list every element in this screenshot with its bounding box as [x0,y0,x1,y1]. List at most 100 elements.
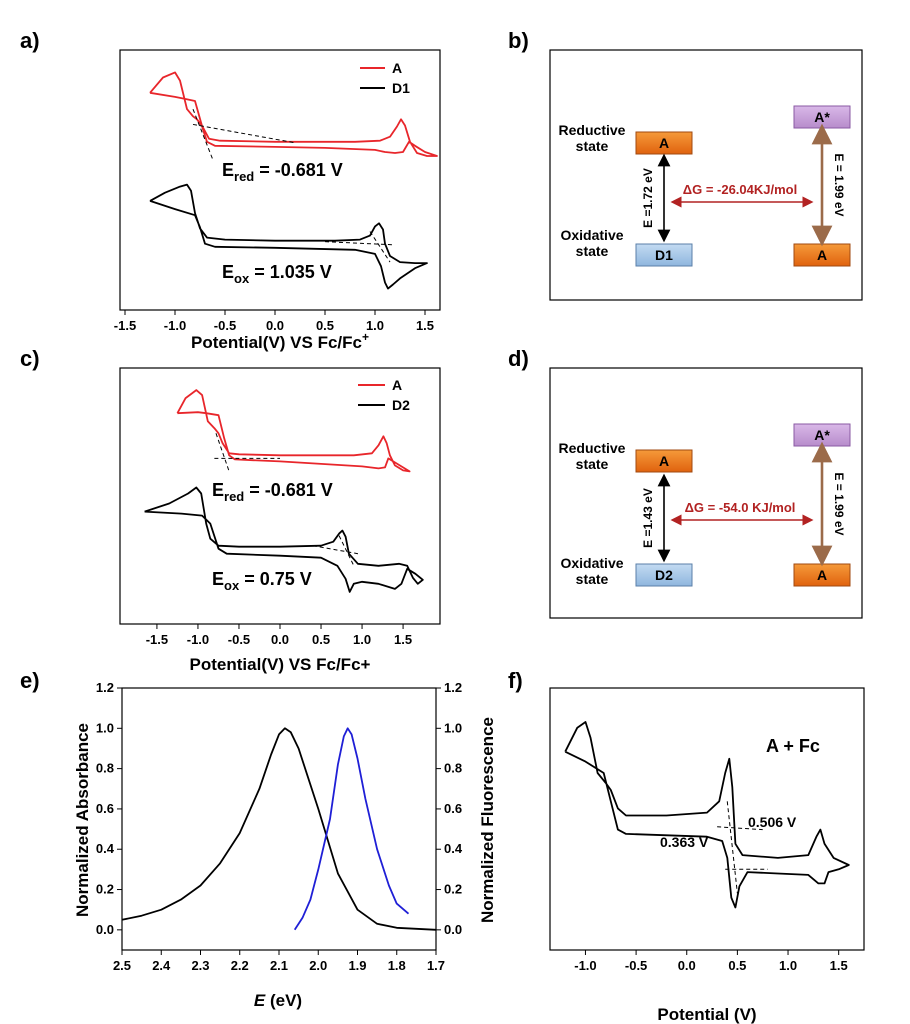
oxidative-label-line2: state [576,571,609,587]
y-tick-label-left: 0.6 [96,801,114,816]
x-tick-label: -1.5 [114,318,136,333]
x-axis-label: Potential (V) [657,1005,756,1024]
x-tick-label: 0.5 [316,318,334,333]
x-tick-label: -0.5 [228,632,250,647]
x-tick-label: 1.0 [353,632,371,647]
y-tick-label-left: 1.0 [96,720,114,735]
x-tick-label: 1.5 [830,958,848,973]
box-top-left-label: A [659,453,669,469]
x-tick-label: -1.0 [187,632,209,647]
left-energy-label: E =1.72 eV [641,168,655,228]
legend-label-d1: D1 [392,80,410,96]
x-tick-label: 1.8 [388,958,406,973]
chart-panel-c: -1.5 -1.0 -0.5 0.0 0.5 1.0 1.5 A D2 Ered = -0.… [119,367,441,674]
oxidative-label-line1: Oxidative [560,227,623,243]
box-top-left-label: A [659,135,669,151]
x-axis-label: Potential(V) VS Fc/Fc+ [191,330,369,352]
dashed-tangent [192,123,296,144]
y-tick-label-right: 0.6 [444,801,462,816]
x-tick-label: 0.5 [728,958,746,973]
box-bottom-left-label: D1 [655,247,673,263]
box-bottom-left [635,243,693,267]
x-tick-label: 2.5 [113,958,131,973]
dashed-tangent [192,108,214,161]
box-bottom-left [635,563,693,587]
x-tick-label: 2.2 [231,958,249,973]
right-energy-label: E = 1.99 eV [832,153,846,216]
y-tick-label-left: 0.2 [96,882,114,897]
x-tick-label: 1.7 [427,958,445,973]
x-axis-label: E (eV) [254,991,302,1010]
x-tick-label: 1.9 [348,958,366,973]
x-tick-label: 1.0 [779,958,797,973]
y-tick-label-left: 0.8 [96,761,114,776]
dashed-tangent [324,241,394,246]
oxidative-label-line1: Oxidative [560,555,623,571]
plot-frame [121,687,437,951]
y-tick-label-right: 1.0 [444,720,462,735]
panel-label-b: b) [508,28,529,53]
panel-label-e: e) [20,668,40,693]
chart-panel-a: -1.5 -1.0 -0.5 0.0 0.5 1.0 1.5 A D1 Ered = -0.… [114,49,441,352]
series-line-d2 [144,486,424,593]
x-tick-label: 0.5 [312,632,330,647]
legend-label-a: A [392,377,402,393]
reductive-label-line1: Reductive [559,440,626,456]
x-tick-label: 1.5 [416,318,434,333]
y-tick-label-right: 0.0 [444,922,462,937]
x-tick-label: 0.0 [678,958,696,973]
x-tick-label: -1.0 [574,958,596,973]
panel-label-f: f) [508,668,523,693]
legend-label-d2: D2 [392,397,410,413]
oxidative-label-line2: state [576,243,609,259]
x-tick-label: 2.1 [270,958,288,973]
y-tick-label-right: 0.8 [444,761,462,776]
box-bottom-right-label: A [817,567,827,583]
y-tick-label-right: 0.4 [444,841,463,856]
x-tick-label: 1.0 [366,318,384,333]
y-axis-label-left: Normalized Absorbance [73,723,92,917]
delta-g-label: ΔG = -54.0 KJ/mol [685,500,796,515]
box-top-right-label: A* [814,427,830,443]
x-tick-label: -0.5 [625,958,647,973]
annotation-title: A + Fc [766,736,820,756]
series-line-a [176,389,411,473]
series-line-1 [293,727,410,931]
delta-g-label: ΔG = -26.04KJ/mol [683,182,797,197]
dashed-tangent [338,535,355,566]
series-line-0 [121,727,437,931]
x-axis-label: Potential(V) VS Fc/Fc+ [190,655,371,674]
legend-label-a: A [392,60,402,76]
box-bottom-right-label: A [817,247,827,263]
box-top-right-label: A* [814,109,830,125]
reductive-label-line1: Reductive [559,122,626,138]
diagram-frame [549,367,863,619]
x-tick-label: -0.5 [214,318,236,333]
annotation-0506: 0.506 V [748,814,797,830]
right-energy-label: E = 1.99 eV [832,472,846,535]
y-tick-label-left: 1.2 [96,680,114,695]
reductive-label-line2: state [576,138,609,154]
x-tick-label: 1.5 [394,632,412,647]
annotation-0363: 0.363 V [660,834,709,850]
chart-panel-f: -1.0 -0.5 0.0 0.5 1.0 1.5 A + Fc 0.506 V 0.36… [549,687,865,1024]
annotation-eox: Eox = 0.75 V [212,569,312,593]
reductive-label-line2: state [576,456,609,472]
y-tick-label-right: 1.2 [444,680,462,695]
series-line-0 [564,721,850,909]
panel-label-a: a) [20,28,40,53]
y-tick-label-left: 0.4 [96,841,115,856]
x-tick-label: 2.4 [152,958,171,973]
left-energy-label: E =1.43 eV [641,488,655,548]
x-tick-label: 0.0 [271,632,289,647]
dashed-tangent [312,545,359,555]
dashed-tangent [726,801,738,894]
panel-label-c: c) [20,346,40,371]
y-axis-label-right: Normalized Fluorescence [478,717,497,923]
annotation-ered: Ered = -0.681 V [212,480,333,504]
panel-label-d: d) [508,346,529,371]
energy-diagram-d: Reductive state A Oxidative state D2 A* … [549,367,863,619]
plot-frame [549,687,865,951]
plot-frame [119,49,441,311]
x-tick-label: 2.0 [309,958,327,973]
